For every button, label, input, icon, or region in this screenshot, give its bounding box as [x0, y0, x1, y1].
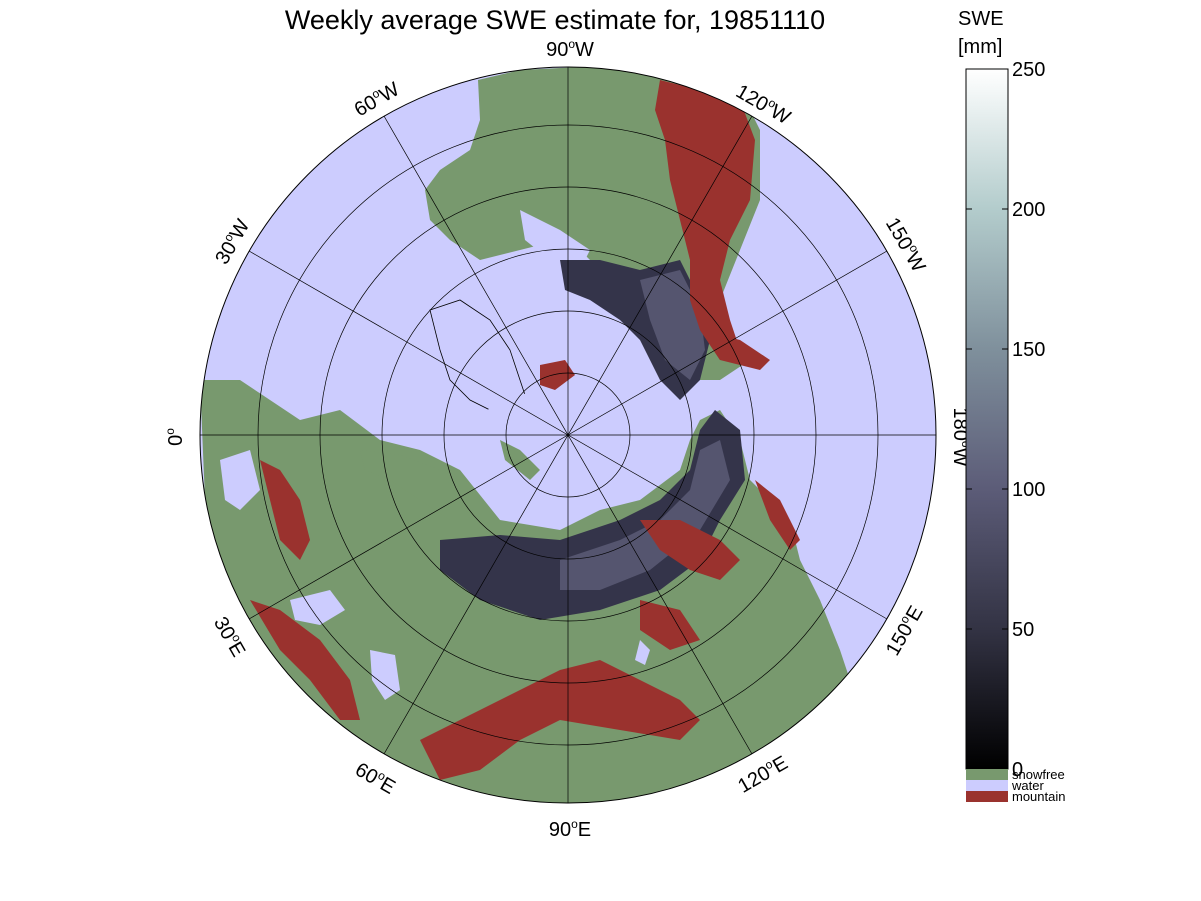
- graticule: [200, 67, 936, 803]
- lon-label-90w: 90oW: [546, 37, 594, 61]
- colorbar-title-line2: [mm]: [958, 36, 1002, 58]
- kamchatka-mountain: [755, 480, 800, 550]
- colorbar-gradient: [965, 68, 1009, 770]
- category-swatch-water: [966, 780, 1008, 791]
- alaska-mountain: [700, 330, 770, 370]
- black-sea: [290, 590, 345, 625]
- snow-cover-asia: [440, 410, 745, 620]
- hudson-bay: [520, 210, 590, 270]
- arctic-ocean: [470, 390, 660, 510]
- land-layer: [200, 67, 850, 803]
- caspian-sea: [370, 650, 400, 700]
- colorbar: SWE [mm] 0 50 100 150 200 250 snowfreewatermo…: [958, 8, 1065, 804]
- colorbar-tick-label: 100: [1012, 479, 1045, 501]
- colorbar-title-line1: SWE: [958, 8, 1004, 30]
- lon-label-60e: 60oE: [351, 757, 400, 799]
- svalbard-mountain: [540, 360, 575, 390]
- novaya-zemlya: [500, 440, 540, 480]
- siberia-mountain: [640, 520, 740, 580]
- snow-cover-america-light: [640, 270, 705, 380]
- category-swatch-mountain: [966, 791, 1008, 802]
- colorbar-ticks: 0 50 100 150 200 250: [966, 59, 1045, 781]
- map-boundary: [199, 66, 937, 804]
- baltic-sea: [220, 450, 260, 510]
- colorbar-tick-label: 150: [1012, 339, 1045, 361]
- snow-cover-asia-light: [560, 440, 730, 590]
- lon-label-30e: 30oE: [209, 612, 251, 661]
- lake-baikal: [635, 640, 650, 665]
- colorbar-tick-label: 50: [1012, 619, 1034, 641]
- category-swatch-snowfree: [966, 769, 1008, 780]
- category-label-mountain: mountain: [1012, 789, 1065, 804]
- lon-label-0: 0o: [163, 428, 187, 446]
- colorbar-tick-label: 250: [1012, 59, 1045, 81]
- himalaya-mountain: [420, 660, 700, 780]
- colorbar-tick-label: 200: [1012, 199, 1045, 221]
- rockies-mountain: [655, 80, 755, 360]
- category-label-snowfree: snowfree: [1012, 767, 1065, 782]
- urals-mountain: [260, 460, 310, 560]
- category-label-water: water: [1011, 778, 1044, 793]
- colorbar-tick-label: 0: [1012, 759, 1023, 781]
- alps-mountain: [250, 600, 360, 720]
- map-title: Weekly average SWE estimate for, 1985111…: [284, 5, 826, 35]
- lon-label-90e: 90oE: [549, 817, 591, 841]
